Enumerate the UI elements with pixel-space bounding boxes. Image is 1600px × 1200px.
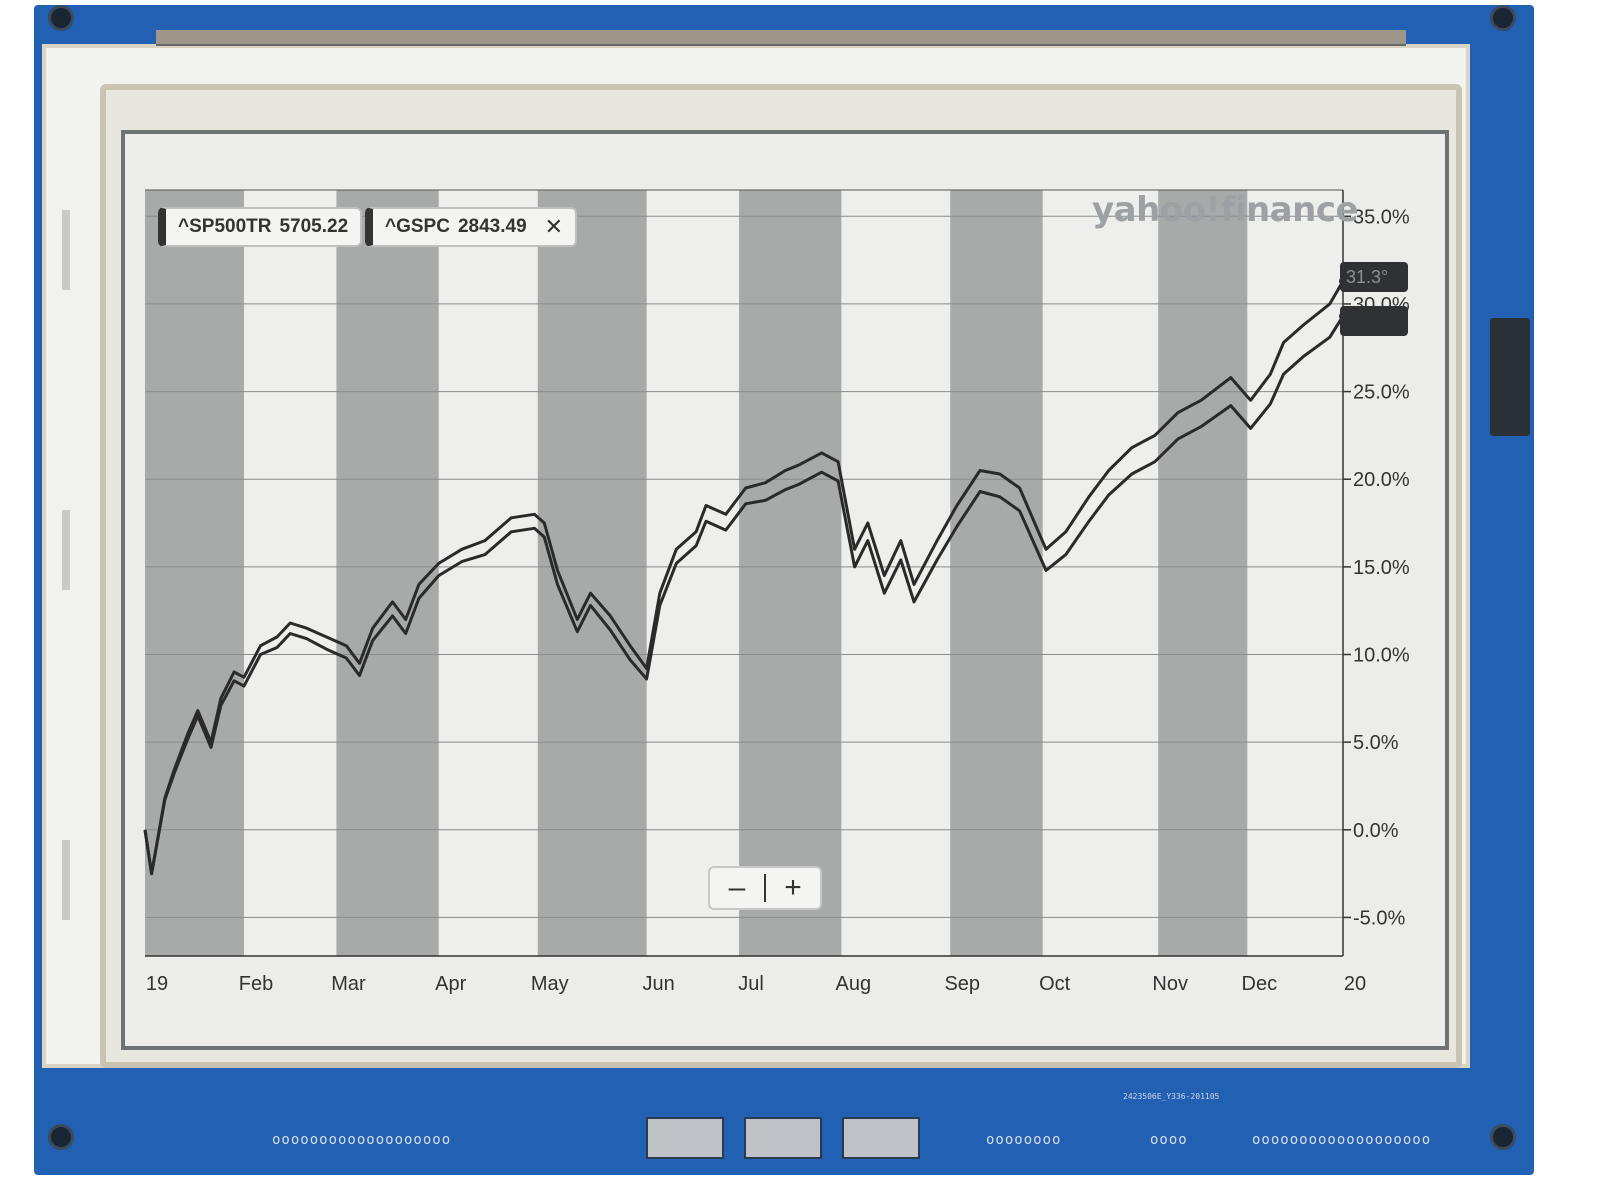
mounting-screw (1490, 5, 1516, 31)
last-value-label: 31.3° (1346, 266, 1389, 287)
mounting-screw (48, 5, 74, 31)
panel-edge-mark (62, 210, 70, 290)
panel-edge-mark (62, 840, 70, 920)
zoom-divider (764, 874, 766, 902)
y-tick-label: 35.0% (1353, 206, 1410, 228)
month-band (537, 190, 647, 956)
x-tick-label: Mar (331, 973, 366, 995)
yahoo-finance-logo: yahoo!finance (1092, 190, 1359, 230)
flex-cable-strip (156, 30, 1406, 46)
month-band (950, 190, 1043, 956)
x-tick-label: Nov (1152, 973, 1188, 995)
y-tick-label: 10.0% (1353, 645, 1410, 667)
performance-chart: 35.0%30.0%25.0%20.0%15.0%10.0%5.0%0.0%-5… (143, 189, 1410, 995)
panel-edge-mark (62, 510, 70, 590)
zoom-in-button[interactable]: + (784, 871, 802, 904)
pcb-pads: ooooooooooooooooooo (272, 1132, 452, 1148)
x-tick-label: Aug (836, 973, 872, 995)
series-value-tag (1340, 306, 1408, 336)
ticker-symbol: ^SP500TR (178, 216, 272, 237)
y-tick-label: 5.0% (1353, 732, 1399, 754)
month-band (336, 190, 439, 956)
pcb-pads: ooooooooooooooooooo (1252, 1132, 1432, 1148)
side-chip (1490, 318, 1530, 436)
ticker-price: 2843.49 (457, 216, 527, 237)
pcb-pads: oooo (1150, 1132, 1188, 1148)
y-tick-label: 15.0% (1353, 557, 1410, 579)
y-tick-label: 25.0% (1353, 382, 1410, 404)
connector-pad (842, 1117, 920, 1159)
x-tick-label: Apr (435, 973, 466, 995)
close-icon[interactable]: ✕ (544, 214, 564, 239)
x-tick-label: Dec (1242, 973, 1278, 995)
mounting-screw (48, 1124, 74, 1150)
x-tick-label: Sep (944, 973, 980, 995)
ticker-chip-gspc[interactable]: ^GSPC 2843.49 ✕ (365, 207, 578, 247)
ticker-symbol: ^GSPC (385, 216, 450, 237)
mounting-screw (1490, 1124, 1516, 1150)
month-band (1158, 190, 1248, 956)
ticker-chip-sp500tr[interactable]: ^SP500TR 5705.22 (158, 207, 363, 247)
x-tick-label: Feb (239, 973, 273, 995)
x-tick-label: Jul (738, 973, 764, 995)
x-tick-label: 19 (146, 973, 168, 995)
y-tick-label: -5.0% (1353, 907, 1405, 929)
month-band (739, 190, 842, 956)
last-value-tag: 31.3° (1340, 262, 1408, 292)
series-line-sp500tr (143, 280, 1345, 876)
pcb-pads: oooooooo (986, 1132, 1062, 1148)
x-tick-label: May (531, 973, 569, 995)
x-tick-label: Oct (1039, 973, 1071, 995)
month-band (145, 190, 245, 956)
x-tick-label: 20 (1344, 973, 1366, 995)
zoom-out-button[interactable]: – (728, 871, 746, 904)
series-line-gspc (143, 315, 1345, 876)
zoom-control: – + (708, 866, 822, 910)
connector-pad (744, 1117, 822, 1159)
y-tick-label: 0.0% (1353, 820, 1399, 842)
y-tick-label: 20.0% (1353, 469, 1410, 491)
x-tick-label: Jun (643, 973, 675, 995)
ticker-price: 5705.22 (279, 216, 349, 237)
connector-pad (646, 1117, 724, 1159)
board-silkscreen: 2423506E_Y336-201105 (1123, 1092, 1220, 1101)
